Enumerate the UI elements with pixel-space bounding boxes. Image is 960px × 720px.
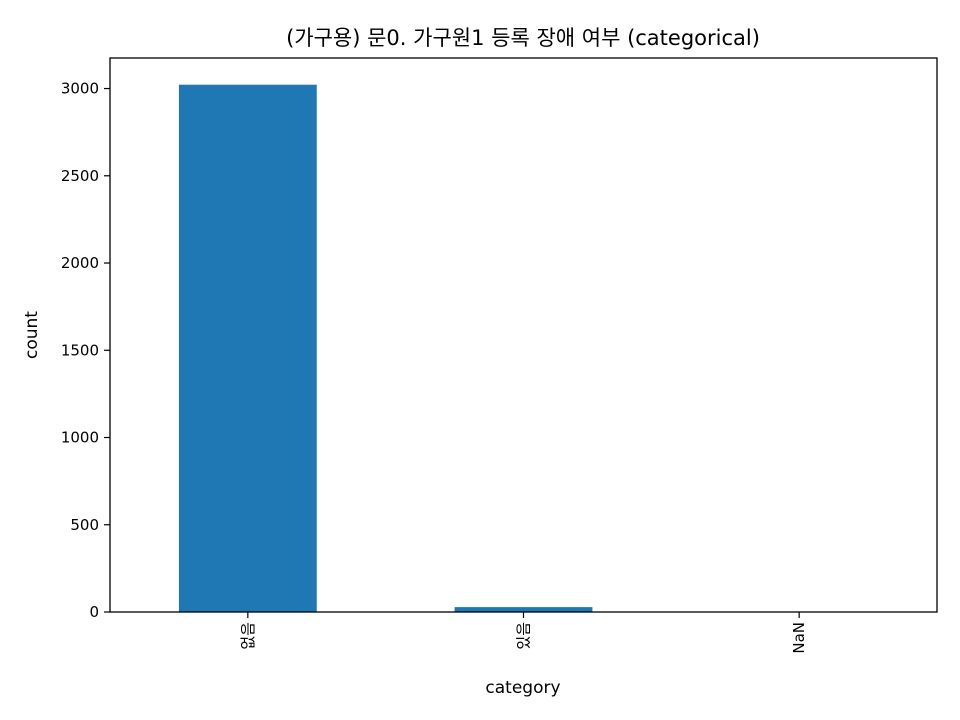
chart-title: (가구용) 문0. 가구원1 등록 장애 여부 (categorical) (286, 26, 760, 50)
bar-0 (178, 84, 317, 612)
y-tick-label: 2000 (61, 254, 99, 272)
bar-1 (454, 607, 593, 612)
bars-layer (178, 84, 593, 612)
x-tick-label: NaN (790, 622, 808, 654)
y-axis-label: count (22, 311, 42, 359)
y-tick-label: 2500 (61, 167, 99, 185)
y-axis: 0 500 1000 1500 2000 2500 3000 (61, 80, 110, 621)
y-tick-label: 1500 (61, 341, 99, 359)
x-axis-label: category (485, 678, 560, 698)
y-tick-label: 1000 (61, 429, 99, 447)
y-tick-label: 0 (89, 603, 99, 621)
x-axis: 없음 있음 NaN (239, 612, 808, 654)
y-tick-label: 3000 (61, 80, 99, 98)
x-tick-label: 없음 (239, 622, 257, 650)
x-tick-label: 있음 (515, 622, 533, 650)
y-tick-label: 500 (70, 516, 99, 534)
